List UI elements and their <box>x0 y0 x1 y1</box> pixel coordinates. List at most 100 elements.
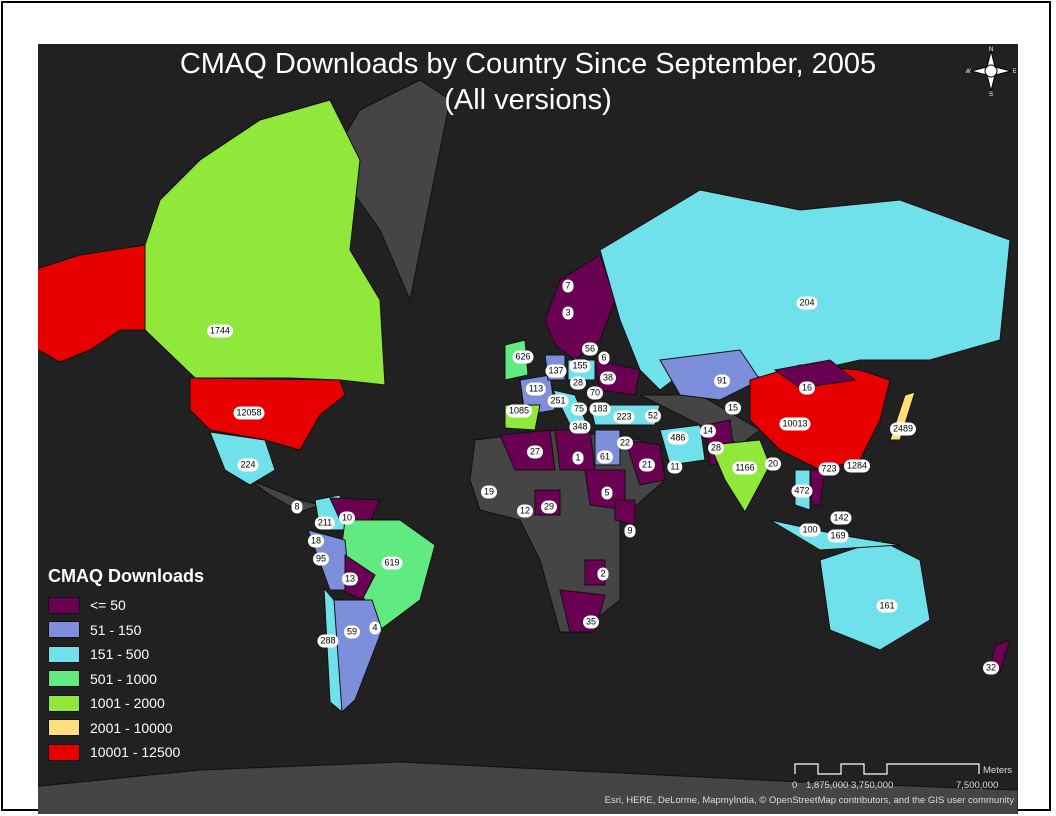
compass-w: W <box>966 69 971 75</box>
country-value-label: 161 <box>876 599 898 613</box>
map-subtitle: (All versions) <box>444 84 612 116</box>
legend-item: 151 - 500 <box>48 642 204 667</box>
legend-title: CMAQ Downloads <box>48 566 204 586</box>
country-value-label: 15 <box>724 401 742 415</box>
country-value-label: 13 <box>341 572 359 586</box>
country-value-label: 12 <box>516 504 534 518</box>
country-shape <box>323 586 343 714</box>
country-value-label: 59 <box>343 625 361 639</box>
country-value-label: 169 <box>827 529 849 543</box>
country-shape <box>594 359 641 396</box>
country-shape <box>38 761 1018 814</box>
country-value-label: 12058 <box>233 406 265 420</box>
country-value-label: 251 <box>547 394 569 408</box>
country-shape <box>144 99 386 386</box>
country-value-label: 8 <box>291 500 303 514</box>
country-value-label: 91 <box>713 374 731 388</box>
country-value-label: 5 <box>601 486 613 500</box>
country-value-label: 6 <box>598 351 610 365</box>
scale-tick: 0 <box>792 780 798 791</box>
country-value-label: 348 <box>569 420 591 434</box>
country-value-label: 28 <box>707 441 725 455</box>
legend-label: 2001 - 10000 <box>90 719 173 736</box>
legend-swatch <box>48 621 80 639</box>
compass-n: N <box>989 47 993 53</box>
country-value-label: 18 <box>307 534 325 548</box>
legend-item: 501 - 1000 <box>48 667 204 692</box>
scale-bar <box>794 763 980 775</box>
compass-icon: N S E W <box>966 47 1016 96</box>
legend-item: 2001 - 10000 <box>48 716 204 741</box>
country-value-label: 52 <box>644 409 662 423</box>
country-value-label: 224 <box>237 458 259 472</box>
legend-item: 51 - 150 <box>48 618 204 643</box>
country-value-label: 70 <box>586 386 604 400</box>
country-value-label: 27 <box>526 445 544 459</box>
country-shape <box>819 539 931 651</box>
legend-swatch <box>48 645 80 663</box>
map-land <box>38 79 1018 814</box>
country-shape <box>329 79 451 302</box>
country-value-label: 1166 <box>732 461 758 475</box>
country-value-label: 61 <box>596 450 614 464</box>
country-value-label: 223 <box>613 410 635 424</box>
country-value-label: 137 <box>545 364 567 378</box>
country-value-label: 113 <box>525 382 547 396</box>
country-value-label: 486 <box>667 431 689 445</box>
scale-tick: 7,500,000 <box>956 780 999 791</box>
country-value-label: 16 <box>798 381 816 395</box>
compass-e: E <box>1013 69 1016 75</box>
country-value-label: 10 <box>338 511 356 525</box>
country-value-label: 472 <box>791 484 813 498</box>
country-value-label: 38 <box>599 371 617 385</box>
country-shape <box>544 254 616 361</box>
country-shape <box>614 499 636 526</box>
legend-swatch <box>48 743 80 761</box>
country-value-label: 1744 <box>206 324 234 338</box>
scale-unit: Meters <box>983 765 1013 776</box>
country-value-label: 1085 <box>505 404 533 418</box>
country-value-label: 10013 <box>779 417 811 431</box>
country-value-label: 29 <box>540 500 558 514</box>
scale-tick: 1,875,000 <box>806 780 849 791</box>
country-value-label: 626 <box>512 350 534 364</box>
legend-label: <= 50 <box>90 597 126 614</box>
attribution: Esri, HERE, DeLorme, MapmyIndia, © OpenS… <box>604 795 1014 806</box>
country-value-label: 100 <box>799 523 821 537</box>
country-value-label: 28 <box>569 376 587 390</box>
country-shape <box>659 349 761 401</box>
country-value-label: 4 <box>369 621 381 635</box>
country-value-label: 32 <box>982 661 1000 675</box>
legend-swatch <box>48 719 80 737</box>
country-shape <box>38 244 146 363</box>
legend-label: 501 - 1000 <box>90 670 157 687</box>
country-value-label: 7 <box>562 279 574 293</box>
country-value-label: 1284 <box>843 459 871 473</box>
country-value-label: 75 <box>570 402 588 416</box>
map-title: CMAQ Downloads by Country Since Septembe… <box>179 48 877 80</box>
legend-label: 1001 - 2000 <box>90 695 165 712</box>
legend: CMAQ Downloads <= 50 51 - 150 151 - 500 501… <box>48 566 204 765</box>
country-value-label: 20 <box>764 457 782 471</box>
country-value-label: 11 <box>667 460 683 474</box>
legend-item: 1001 - 2000 <box>48 691 204 716</box>
country-value-label: 2 <box>597 567 609 581</box>
legend-label: 151 - 500 <box>90 646 150 663</box>
legend-label: 51 - 150 <box>90 621 142 638</box>
country-value-label: 14 <box>699 424 717 438</box>
country-shape <box>773 359 857 389</box>
country-value-label: 155 <box>569 359 591 373</box>
country-value-label: 288 <box>317 634 339 648</box>
country-value-label: 35 <box>582 615 600 629</box>
scale-tick: 3,750,000 <box>851 780 894 791</box>
country-value-label: 95 <box>312 552 330 566</box>
country-value-label: 204 <box>796 296 818 310</box>
country-value-label: 619 <box>381 556 403 570</box>
country-value-label: 183 <box>589 402 611 416</box>
country-shape <box>599 189 1011 391</box>
country-value-label: 142 <box>830 511 852 525</box>
legend-item: 10001 - 12500 <box>48 740 204 765</box>
country-value-label: 56 <box>581 342 599 356</box>
legend-swatch <box>48 670 80 688</box>
country-value-label: 19 <box>480 485 498 499</box>
